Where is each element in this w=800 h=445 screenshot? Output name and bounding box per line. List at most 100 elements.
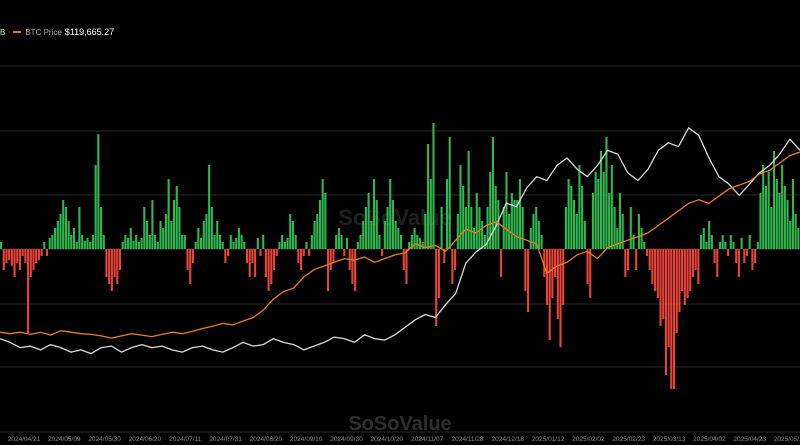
outflow-bar (251, 249, 254, 263)
inflow-bar (400, 235, 403, 249)
inflow-bar (170, 221, 173, 249)
inflow-bar (278, 242, 281, 249)
x-tick-label: 2025/02/02 (572, 436, 605, 443)
inflow-bar (529, 228, 532, 249)
outflow-bar (21, 249, 24, 256)
inflow-bar (632, 235, 635, 249)
btc-price-label: BTC Price (25, 27, 62, 37)
outflow-bar (272, 249, 276, 270)
outflow-bar (5, 249, 8, 263)
inflow-bar (778, 193, 781, 249)
flow-bars (0, 123, 800, 389)
inflow-bar (197, 228, 200, 249)
outflow-bar (275, 249, 278, 256)
inflow-bar (291, 221, 294, 249)
inflow-bar (621, 214, 624, 249)
inflow-bar (478, 207, 481, 249)
outflow-bar (556, 249, 559, 319)
inflow-bar (618, 193, 622, 249)
inflow-bar (643, 242, 646, 249)
inflow-bar (505, 172, 508, 249)
outflow-bar (589, 249, 592, 298)
inflow-bar (172, 200, 176, 249)
outflow-bar (267, 249, 270, 291)
outflow-bar (751, 249, 754, 270)
inflow-bar (362, 221, 365, 249)
inflow-bar (194, 242, 197, 249)
outflow-bar (270, 249, 273, 284)
outflow-bar (2, 249, 5, 270)
inflow-bar (156, 242, 159, 249)
inflow-bar (489, 172, 492, 249)
x-tick-label: 2024/08/20 (250, 436, 283, 443)
inflow-bar (72, 228, 76, 249)
inflow-bar (583, 221, 586, 249)
inflow-bar (483, 235, 486, 249)
watermark-bottom: SoSoValue (348, 413, 451, 435)
outflow-bar (332, 249, 335, 263)
inflow-bar (383, 221, 386, 249)
outflow-bar (13, 249, 16, 277)
outflow-bar (351, 249, 354, 284)
inflow-bar (540, 235, 543, 249)
outflow-bar (545, 249, 549, 305)
inflow-bar (781, 165, 784, 249)
inflow-bar (75, 242, 78, 249)
outflow-bar (624, 249, 627, 277)
inflow-bar (702, 228, 705, 249)
outflow-bar (670, 249, 673, 389)
outflow-bar (435, 249, 438, 326)
outflow-bar (248, 249, 251, 277)
outflow-bar (297, 249, 300, 263)
inflow-bar (372, 179, 376, 249)
inflow-bar (610, 165, 613, 249)
inflow-bar (756, 242, 759, 249)
outflow-bar (116, 249, 119, 284)
inflow-bar (213, 235, 216, 249)
inflow-bar (486, 207, 489, 249)
inflow-bar (243, 242, 246, 249)
series-lines (0, 127, 800, 355)
inflow-bar (81, 235, 84, 249)
inflow-bar (456, 214, 459, 249)
inflow-bar (386, 207, 389, 249)
inflow-bar (424, 214, 427, 249)
cumulative-flow-line (0, 127, 800, 355)
inflow-bar (367, 193, 370, 249)
inflow-bar (262, 235, 265, 249)
x-tick-label: 2024/07/31 (209, 436, 242, 443)
inflow-bar (705, 242, 708, 249)
inflow-bar (491, 137, 494, 249)
inflow-bar (359, 235, 362, 249)
inflow-bar (791, 179, 794, 249)
inflow-bar (178, 207, 181, 249)
inflow-bar (232, 242, 235, 249)
x-tick-label: 2024/09/10 (290, 436, 323, 443)
outflow-bar (683, 249, 686, 305)
inflow-bar (167, 179, 170, 249)
inflow-bar (391, 200, 394, 249)
outflow-bar (559, 249, 562, 347)
inflow-bar (151, 200, 154, 249)
inflow-bar (640, 228, 643, 249)
inflow-bar (764, 186, 767, 249)
btc-price-value: $119,665.27 (64, 27, 115, 37)
inflow-bar (770, 207, 773, 249)
inflow-bar (516, 200, 519, 249)
inflow-bar (608, 193, 611, 249)
outflow-bar (443, 249, 446, 263)
inflow-bar (786, 200, 789, 249)
outflow-bar (713, 249, 716, 263)
inflow-bar (335, 235, 338, 249)
outflow-bar (245, 249, 249, 263)
x-tick-label: 2025/02/23 (612, 436, 645, 443)
inflow-bar (86, 237, 89, 249)
outflow-bar (500, 249, 503, 277)
inflow-bar (221, 242, 224, 249)
outflow-bar (743, 249, 746, 263)
outflow-bar (686, 249, 689, 298)
inflow-bar (132, 240, 135, 249)
inflow-bar (91, 235, 94, 249)
outflow-bar (45, 249, 49, 256)
